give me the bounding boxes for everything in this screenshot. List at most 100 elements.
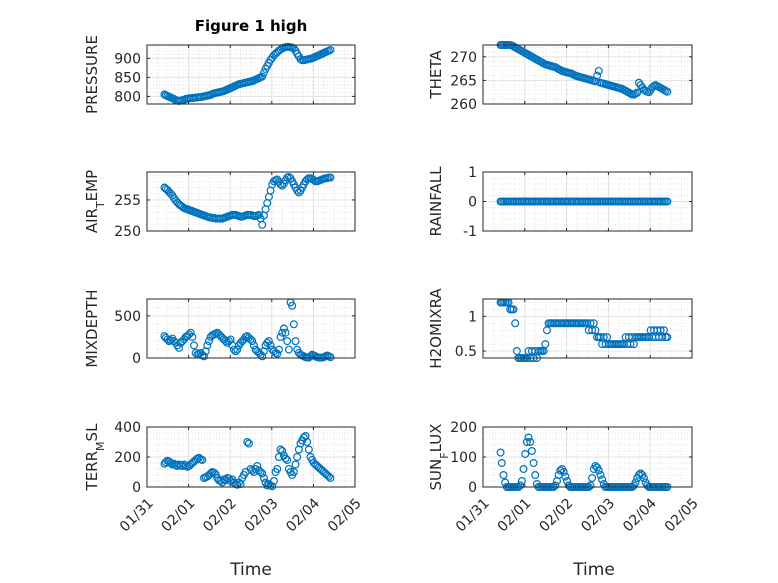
y-tick-label: -1 xyxy=(463,224,477,240)
y-axis-label: PRESSURE xyxy=(83,35,101,114)
y-axis-label: THETA xyxy=(427,50,445,100)
data-point xyxy=(526,438,535,447)
y-tick-label: 100 xyxy=(450,450,477,466)
data-point xyxy=(281,454,290,463)
data-point xyxy=(198,456,207,465)
data-point xyxy=(291,460,300,469)
data-point xyxy=(663,333,672,342)
data-point xyxy=(288,301,297,310)
data-point xyxy=(639,474,648,483)
y-axis-label-part: SL xyxy=(83,423,101,442)
data-point xyxy=(278,447,287,456)
data-point xyxy=(231,347,240,356)
data-point xyxy=(279,179,288,188)
subplot-6: 0.5 1 H2OMIXRA xyxy=(427,288,693,369)
data-point xyxy=(517,477,526,486)
data-point xyxy=(497,459,506,468)
axes-box xyxy=(146,44,356,105)
data-point xyxy=(203,341,212,350)
subplot-4: -1 0 1 RAINFALL xyxy=(427,165,693,240)
data-point xyxy=(521,450,530,459)
data-point xyxy=(191,348,200,357)
data-point xyxy=(283,456,292,465)
data-point xyxy=(499,471,508,480)
x-axis-label-right: Time xyxy=(572,560,615,580)
data-point xyxy=(519,465,528,474)
data-point xyxy=(233,480,242,489)
y-tick-label: 270 xyxy=(450,50,477,66)
data-point xyxy=(524,433,533,442)
data-point xyxy=(264,337,273,346)
data-point xyxy=(633,88,642,97)
data-point xyxy=(326,353,335,362)
data-point xyxy=(263,481,272,490)
y-axis-label-subscript: T xyxy=(94,201,107,209)
data-point xyxy=(233,345,242,354)
subplot-3: 250 255 AIRTEMP xyxy=(83,170,356,240)
data-point xyxy=(593,71,602,80)
data-point xyxy=(248,337,257,346)
y-tick-label: 0 xyxy=(132,480,141,496)
data-point xyxy=(259,474,268,483)
data-point xyxy=(244,439,253,448)
data-point xyxy=(594,466,603,475)
data-point xyxy=(324,472,333,481)
axes-box xyxy=(482,44,693,105)
data-point xyxy=(229,345,238,354)
data-point xyxy=(211,470,220,479)
data-point xyxy=(224,474,233,483)
data-point xyxy=(596,471,605,480)
data-point xyxy=(246,335,255,344)
data-point xyxy=(598,475,607,484)
data-point xyxy=(258,352,267,361)
data-point xyxy=(631,478,640,487)
data-point xyxy=(266,341,275,350)
data-point xyxy=(291,337,300,346)
data-point xyxy=(529,459,538,468)
data-point xyxy=(258,220,267,229)
data-point xyxy=(541,340,550,349)
data-point xyxy=(509,305,518,314)
data-point xyxy=(551,481,560,490)
y-axis-label: H2OMIXRA xyxy=(427,288,445,369)
y-axis-label-part: TERR xyxy=(83,451,101,492)
data-point xyxy=(190,341,199,350)
data-point xyxy=(256,468,265,477)
y-tick-label: 400 xyxy=(114,420,141,436)
data-point xyxy=(284,345,293,354)
figure-title: Figure 1 high xyxy=(195,17,308,35)
data-point xyxy=(531,471,540,480)
y-axis-label: RAINFALL xyxy=(427,166,445,237)
data-point xyxy=(281,328,290,337)
data-point xyxy=(527,447,536,456)
data-point xyxy=(276,180,285,189)
data-point xyxy=(283,337,292,346)
y-tick-label: 0 xyxy=(468,195,477,211)
data-point xyxy=(588,474,597,483)
data-point xyxy=(186,328,195,337)
data-point xyxy=(258,469,267,478)
y-tick-label: 500 xyxy=(114,309,141,325)
data-point xyxy=(274,345,283,354)
data-point xyxy=(268,482,277,491)
y-axis-label: SUNFLUX xyxy=(427,424,451,491)
y-tick-label: 0 xyxy=(468,480,477,496)
data-point xyxy=(663,87,672,96)
data-point xyxy=(188,332,197,341)
data-point xyxy=(249,341,258,350)
subplot-5: 0 500 MIXDEPTH xyxy=(83,289,356,368)
y-axis-label: TERRMSL xyxy=(83,423,107,492)
y-axis-label-part: SUN xyxy=(427,459,445,491)
subplot-2: 260 265 270 THETA xyxy=(427,40,693,113)
data-point xyxy=(278,328,287,337)
data-point xyxy=(258,72,267,81)
data-point xyxy=(326,45,335,54)
y-tick-label: 260 xyxy=(450,97,477,113)
y-tick-label: 800 xyxy=(114,89,141,105)
subplot-1: 800 850 900 PRESSURE xyxy=(83,35,356,114)
data-point xyxy=(289,468,298,477)
y-tick-label: 1 xyxy=(468,165,477,181)
y-tick-label: 250 xyxy=(114,224,141,240)
